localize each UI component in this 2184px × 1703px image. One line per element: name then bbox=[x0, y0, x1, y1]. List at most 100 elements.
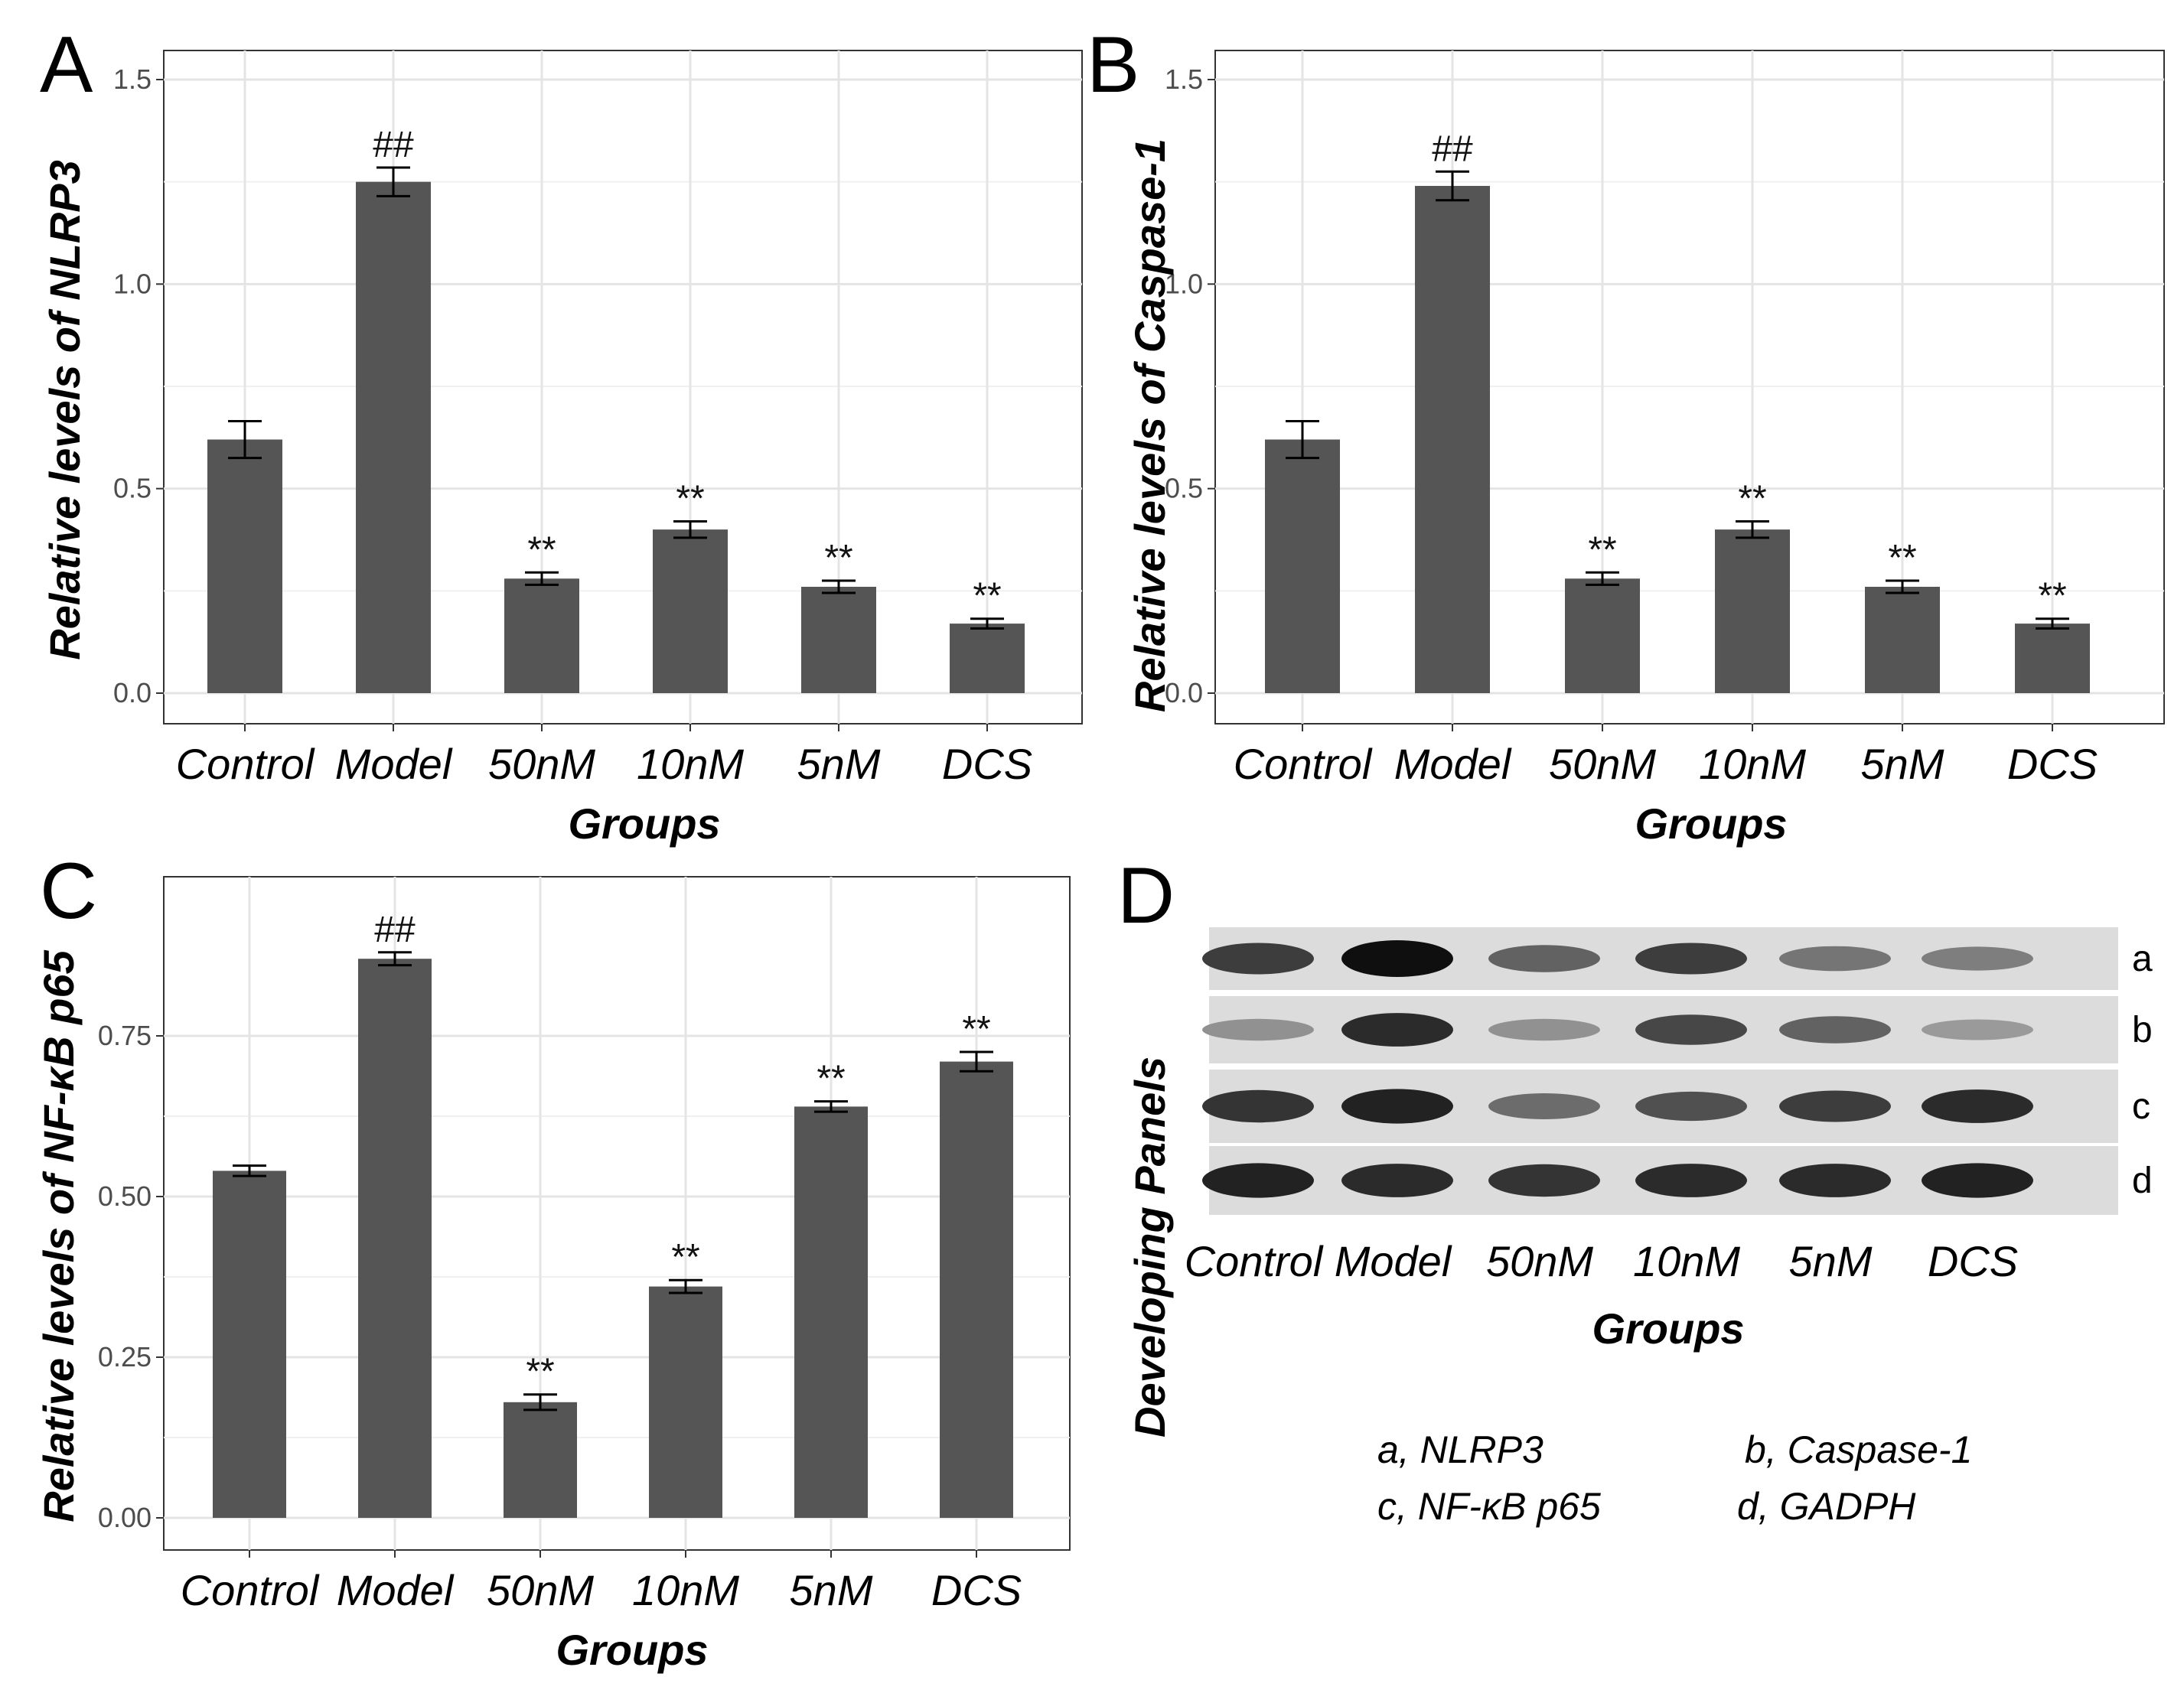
panel-c-y-tick-label: 0.50 bbox=[98, 1180, 152, 1212]
blot-band bbox=[1922, 1019, 2033, 1040]
panel-b-x-tick-label: Control bbox=[1234, 740, 1373, 788]
panel-b-y-axis-title: Relative levels of Caspase-1 bbox=[1126, 138, 1174, 712]
panel-b-bar-10nm bbox=[1715, 529, 1790, 693]
panel-c-x-tick-label: 5nM bbox=[790, 1566, 873, 1614]
panel-a-x-tick-label: 10nM bbox=[637, 740, 744, 788]
panel-a-x-tick-label: Control bbox=[176, 740, 315, 788]
panel-a-bar-model bbox=[356, 181, 431, 693]
panel-a-x-axis-title: Groups bbox=[568, 799, 720, 848]
blot-legend-b: b, Caspase-1 bbox=[1745, 1428, 1972, 1471]
blot-band bbox=[1779, 946, 1891, 972]
panel-c-bar-model bbox=[358, 959, 432, 1518]
panel-c-significance-mark: ** bbox=[817, 1059, 845, 1099]
panel-c-significance-mark: ** bbox=[962, 1009, 990, 1050]
blot-x-tick-label: Model bbox=[1335, 1237, 1452, 1285]
blot-legend-c: c, NF-κB p65 bbox=[1377, 1485, 1601, 1528]
blot-x-axis-title: Groups bbox=[1592, 1304, 1744, 1353]
panel-b-x-tick-label: 10nM bbox=[1699, 740, 1806, 788]
panel-a-bar-10nm bbox=[653, 529, 728, 693]
blot-band bbox=[1635, 1091, 1747, 1122]
panel-a-significance-mark: ** bbox=[676, 478, 704, 519]
panel-a-significance-mark: ** bbox=[824, 538, 852, 578]
blot-lane-letter: d bbox=[2132, 1161, 2153, 1201]
blot-legend-d: d, GADPH bbox=[1737, 1485, 1916, 1528]
panel-a-y-tick-label: 0.0 bbox=[113, 677, 152, 708]
blot-band bbox=[1922, 946, 2033, 971]
panel-b-y-tick-label: 0.5 bbox=[1165, 473, 1203, 504]
panel-c-x-tick-label: 10nM bbox=[632, 1566, 739, 1614]
panel-a-x-tick-label: 5nM bbox=[797, 740, 881, 788]
panel-c-x-axis-title: Groups bbox=[556, 1626, 708, 1674]
panel-c-x-axis: Control Model 50nM 10nM 5nM DCS bbox=[181, 1550, 1022, 1614]
panel-c-bar-10nm bbox=[649, 1286, 722, 1518]
panel-c-y-axis-title: Relative levels of NF-κB p65 bbox=[34, 949, 83, 1522]
blot-x-tick-label: DCS bbox=[1928, 1237, 2018, 1285]
panel-b-y-tick-label: 0.0 bbox=[1165, 677, 1203, 708]
blot-lane-letter: a bbox=[2132, 939, 2153, 979]
panel-c-x-tick-label: 50nM bbox=[487, 1566, 594, 1614]
blot-band bbox=[1202, 1018, 1314, 1041]
panel-a-y-axis: 0.0 0.5 1.0 1.5 bbox=[113, 63, 164, 708]
panel-b-y-axis: 0.0 0.5 1.0 1.5 bbox=[1165, 63, 1215, 708]
blot-lane-letter: c bbox=[2132, 1086, 2150, 1127]
blot-band bbox=[1341, 1164, 1453, 1197]
panel-b-x-tick-label: 5nM bbox=[1861, 740, 1944, 788]
panel-c-y-tick-label: 0.25 bbox=[98, 1341, 152, 1372]
panel-d-letter: D bbox=[1117, 852, 1175, 940]
blot-band bbox=[1779, 1164, 1891, 1197]
blot-lane-letter: b bbox=[2132, 1010, 2153, 1050]
blot-band bbox=[1202, 943, 1314, 975]
panel-c-significance-mark: ** bbox=[671, 1237, 699, 1278]
blot-band bbox=[1779, 1090, 1891, 1122]
panel-a-y-axis-title: Relative levels of NLRP3 bbox=[41, 160, 89, 660]
blot-band bbox=[1202, 1163, 1314, 1198]
blot-band bbox=[1635, 1014, 1747, 1045]
panel-b-x-tick-label: Model bbox=[1394, 740, 1512, 788]
panel-b-x-axis-title: Groups bbox=[1635, 799, 1787, 848]
panel-a-y-tick-label: 1.5 bbox=[113, 63, 152, 95]
panel-b-bar-50nm bbox=[1565, 578, 1640, 693]
panel-a-bar-50nm bbox=[504, 578, 579, 693]
panel-b-y-tick-label: 1.0 bbox=[1165, 268, 1203, 299]
panel-a-significance-mark: ** bbox=[973, 576, 1001, 617]
blot-band bbox=[1922, 1089, 2033, 1123]
blot-x-tick-label: Control bbox=[1185, 1237, 1324, 1285]
panel-a-significance-mark: ## bbox=[373, 125, 414, 165]
blot-band bbox=[1635, 1164, 1747, 1197]
panel-c-chart: C ## ** ** ** ** 0.00 0.25 0.50 0.75 Control Mod… bbox=[34, 847, 1071, 1674]
panel-c-plot-area bbox=[163, 876, 1071, 1551]
panel-b-letter: B bbox=[1087, 21, 1139, 109]
panel-b-y-tick-label: 1.5 bbox=[1165, 63, 1203, 95]
blot-band bbox=[1488, 1018, 1600, 1041]
panel-a-x-tick-label: DCS bbox=[942, 740, 1032, 788]
blot-x-tick-label: 5nM bbox=[1789, 1237, 1873, 1285]
blot-band bbox=[1488, 1093, 1600, 1119]
panel-b-bar-control bbox=[1265, 439, 1340, 693]
panel-b-significance-mark: ** bbox=[1888, 538, 1916, 578]
panel-b-x-axis: Control Model 50nM 10nM 5nM DCS bbox=[1234, 724, 2098, 788]
panel-b-significance-mark: ** bbox=[2038, 576, 2066, 617]
panel-b-bar-5nm bbox=[1865, 586, 1940, 693]
panel-a-chart: A ## ** ** ** ** 0.0 0.5 1.0 1.5 Control Model 50… bbox=[40, 21, 1083, 848]
panel-c-letter: C bbox=[40, 847, 97, 936]
blot-x-axis: Control Model 50nM 10nM 5nM DCS bbox=[1185, 1237, 2018, 1285]
panel-c-significance-mark: ## bbox=[374, 910, 416, 950]
panel-a-x-tick-label: Model bbox=[335, 740, 453, 788]
panel-c-y-axis: 0.00 0.25 0.50 0.75 bbox=[98, 1020, 164, 1533]
panel-a-y-tick-label: 1.0 bbox=[113, 268, 152, 299]
panel-b-significance-mark: ** bbox=[1738, 478, 1766, 519]
panel-b-significance-mark: ** bbox=[1588, 529, 1616, 570]
panel-a-bar-5nm bbox=[801, 586, 876, 693]
panel-c-x-tick-label: Control bbox=[181, 1566, 320, 1614]
panel-c-significance-mark: ** bbox=[526, 1352, 554, 1392]
blot-band bbox=[1341, 940, 1453, 977]
panel-a-bar-control bbox=[207, 439, 282, 693]
panel-a-x-tick-label: 50nM bbox=[488, 740, 595, 788]
panel-c-bars: ## ** ** ** ** bbox=[213, 910, 1013, 1518]
blot-band bbox=[1341, 1089, 1453, 1124]
blot-band bbox=[1341, 1013, 1453, 1047]
blot-band bbox=[1488, 1164, 1600, 1197]
